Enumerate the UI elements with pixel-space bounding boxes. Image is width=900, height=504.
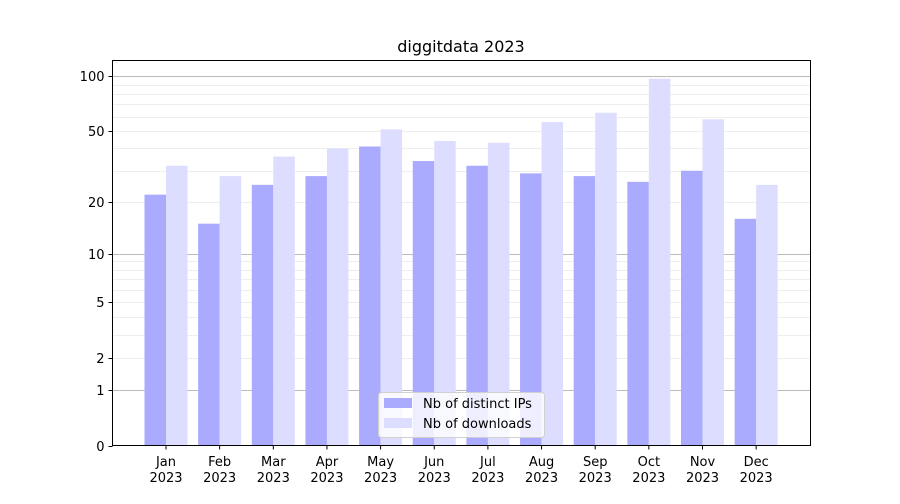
- legend-swatch: [384, 398, 412, 408]
- bar-downloads: [273, 156, 295, 446]
- x-axis: Jan 2023 Feb 2023 Mar 2023 Apr 2023 May 2023 Jun 20…: [149, 445, 773, 486]
- bar-downloads: [380, 129, 403, 446]
- bar-downloads: [219, 176, 242, 446]
- y-tick-label: 2: [96, 352, 104, 367]
- bar-distinct-ips: [520, 173, 542, 446]
- bar-distinct-ips: [305, 176, 327, 446]
- y-axis: 0 1 2 5 10 20 50 100: [80, 70, 113, 455]
- bar-distinct-ips: [681, 170, 703, 446]
- legend: Nb of distinct IPs Nb of downloads: [378, 392, 545, 438]
- bar-distinct-ips: [627, 181, 649, 446]
- x-tick-label: Jul 2023: [471, 455, 504, 486]
- bar-distinct-ips: [412, 161, 435, 446]
- y-tick-label: 0: [96, 440, 104, 455]
- x-tick-label: Jan 2023: [149, 455, 182, 486]
- bar-downloads: [541, 122, 564, 446]
- bar-distinct-ips: [198, 223, 220, 446]
- bar-distinct-ips: [466, 165, 488, 446]
- x-tick-label: Jun 2023: [418, 455, 451, 486]
- bar-downloads: [166, 165, 188, 446]
- x-tick-label: Feb 2023: [203, 455, 236, 486]
- chart-title: diggitdata 2023: [397, 37, 524, 56]
- bar-downloads: [434, 140, 456, 446]
- bar-downloads: [326, 148, 349, 446]
- bars: [144, 78, 778, 446]
- x-tick-label: May 2023: [364, 455, 397, 486]
- bar-downloads: [487, 142, 510, 446]
- x-tick-label: Nov 2023: [686, 455, 719, 486]
- x-tick-label: Apr 2023: [310, 455, 343, 486]
- x-tick-label: Aug 2023: [525, 455, 558, 486]
- bar-downloads: [702, 119, 724, 446]
- x-tick-label: Sep 2023: [579, 455, 612, 486]
- bar-distinct-ips: [251, 184, 274, 446]
- y-tick-label: 100: [80, 70, 105, 85]
- legend-label: Nb of downloads: [423, 417, 532, 432]
- y-tick-label: 20: [88, 196, 105, 211]
- bar-downloads: [756, 184, 778, 446]
- bar-downloads: [595, 112, 617, 446]
- bar-distinct-ips: [734, 218, 757, 446]
- x-tick-label: Mar 2023: [257, 455, 290, 486]
- plot-frame: [112, 60, 811, 446]
- legend-swatch: [384, 418, 412, 428]
- bar-distinct-ips: [573, 176, 596, 446]
- y-tick-label: 50: [88, 125, 105, 140]
- bar-distinct-ips: [359, 146, 381, 446]
- legend-label: Nb of distinct IPs: [423, 397, 532, 412]
- y-tick-label: 10: [88, 248, 105, 263]
- legend-box: [378, 392, 545, 438]
- x-tick-label: Dec 2023: [740, 455, 773, 486]
- y-tick-label: 1: [96, 384, 104, 399]
- x-tick-label: Oct 2023: [632, 455, 665, 486]
- y-tick-label: 5: [96, 296, 104, 311]
- bar-distinct-ips: [144, 194, 166, 446]
- bar-downloads: [648, 78, 671, 446]
